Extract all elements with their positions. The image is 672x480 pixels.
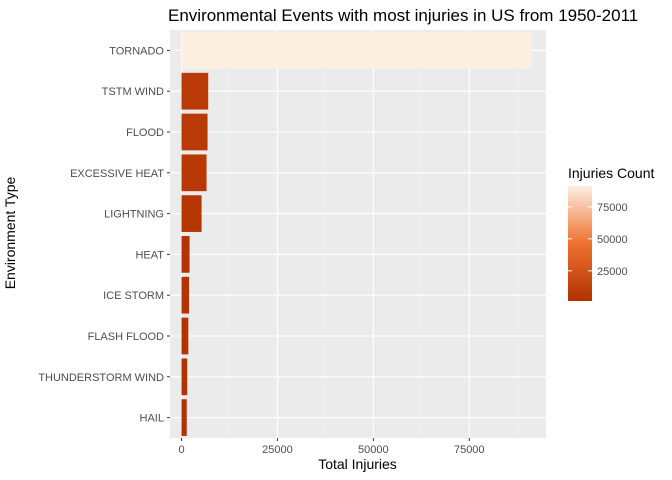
- bar: [181, 236, 190, 273]
- bar: [181, 32, 532, 69]
- legend-colorbar: [568, 186, 592, 301]
- y-tick-label: LIGHTNING: [104, 209, 164, 221]
- legend-title: Injuries Count: [568, 165, 655, 181]
- bar: [181, 276, 190, 314]
- y-tick-label: ICE STORM: [103, 290, 164, 302]
- legend-tick-label: 50000: [597, 234, 628, 246]
- bar: [181, 195, 202, 232]
- bar: [181, 317, 189, 355]
- y-tick-label: TORNADO: [109, 45, 164, 57]
- y-tick-label: EXCESSIVE HEAT: [70, 168, 164, 180]
- y-tick-label: TSTM WIND: [102, 86, 164, 98]
- y-tick-label: HEAT: [135, 249, 164, 261]
- y-tick-label: FLASH FLOOD: [88, 331, 164, 343]
- x-axis-title: Total Injuries: [318, 456, 397, 472]
- legend-tick-label: 25000: [597, 266, 628, 278]
- y-tick-label: HAIL: [140, 413, 164, 425]
- chart-title: Environmental Events with most injuries …: [168, 6, 639, 25]
- x-tick-label: 75000: [454, 444, 485, 456]
- y-tick-label: FLOOD: [126, 127, 164, 139]
- legend-tick-label: 75000: [597, 202, 628, 214]
- bar: [181, 72, 209, 110]
- bar: [181, 399, 187, 436]
- x-tick-label: 50000: [358, 444, 389, 456]
- bar: [181, 358, 188, 396]
- x-tick-label: 0: [178, 444, 184, 456]
- bar: [181, 113, 208, 151]
- x-tick-label: 25000: [262, 444, 293, 456]
- plot-panel: [170, 30, 546, 438]
- y-axis-title: Environment Type: [2, 176, 18, 290]
- y-tick-label: THUNDERSTORM WIND: [38, 372, 164, 384]
- bar: [181, 154, 207, 192]
